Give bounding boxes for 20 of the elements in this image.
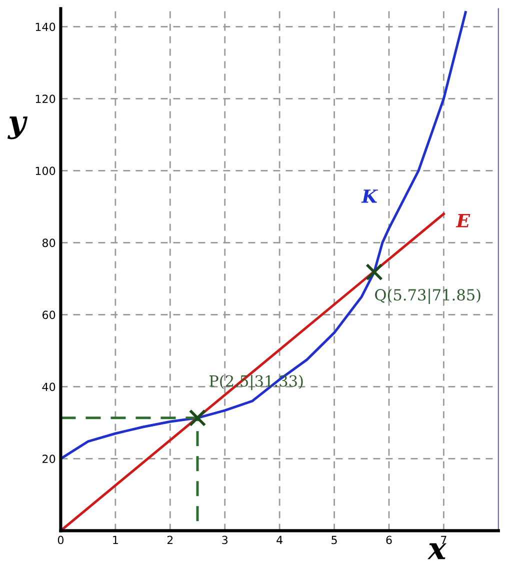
y-tick-label: 120 — [36, 94, 56, 104]
x-tick-label: 3 — [222, 536, 228, 544]
y-tick-label: 140 — [36, 22, 56, 32]
x-tick-label: 5 — [332, 536, 337, 544]
y-axis-title: y — [8, 116, 28, 140]
x-tick-label: 0 — [58, 536, 64, 544]
y-tick-label: 20 — [42, 454, 56, 464]
x-tick-label: 6 — [386, 536, 392, 544]
x-tick-label: 4 — [276, 536, 282, 544]
x-tick-label: 2 — [167, 536, 173, 544]
y-tick-label: 80 — [42, 238, 56, 248]
series-label: K — [361, 190, 378, 203]
y-tick-label: 60 — [42, 310, 56, 320]
y-tick-label: 100 — [36, 166, 56, 176]
annotation: Q(5.73|71.85) — [375, 288, 480, 304]
y-tick-label: 40 — [42, 382, 56, 392]
x-tick-label: 1 — [113, 536, 118, 544]
x-tick-label: 7 — [441, 536, 446, 544]
x-axis-title: x — [427, 543, 447, 560]
series-label: E — [456, 214, 470, 228]
